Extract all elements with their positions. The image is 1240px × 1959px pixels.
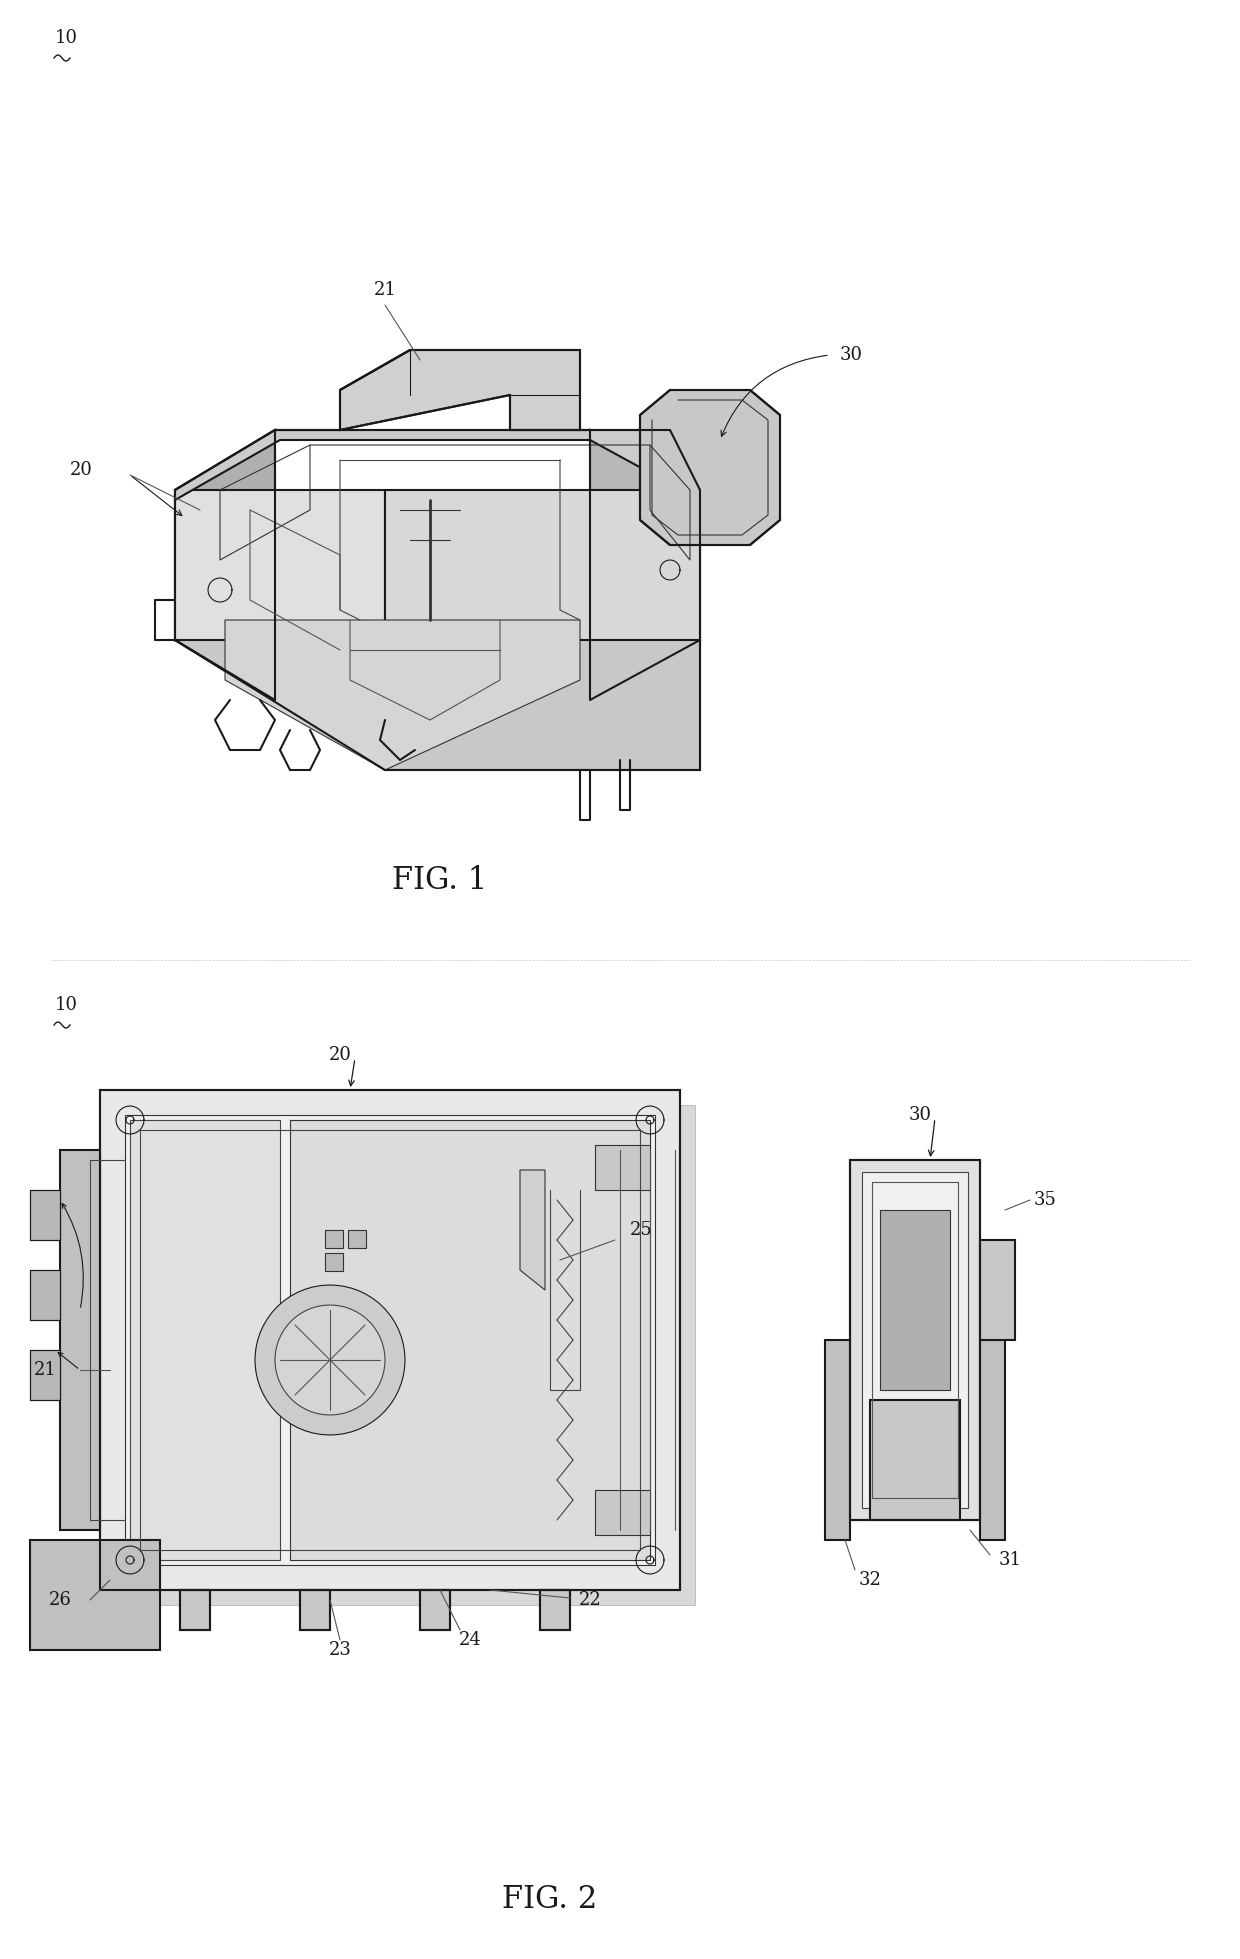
Polygon shape	[30, 1189, 60, 1240]
Polygon shape	[590, 429, 701, 641]
Text: FIG. 2: FIG. 2	[502, 1885, 598, 1916]
Text: 21: 21	[33, 1362, 57, 1379]
Text: 32: 32	[858, 1571, 882, 1589]
Polygon shape	[175, 580, 701, 770]
Polygon shape	[275, 1305, 384, 1414]
Polygon shape	[384, 490, 701, 641]
Polygon shape	[180, 1591, 210, 1630]
Text: FIG. 1: FIG. 1	[392, 864, 487, 895]
Polygon shape	[30, 1540, 160, 1649]
Text: 35: 35	[1034, 1191, 1056, 1209]
Text: 23: 23	[329, 1642, 351, 1659]
Polygon shape	[30, 1269, 60, 1320]
Polygon shape	[340, 351, 580, 429]
Polygon shape	[130, 1121, 280, 1559]
Polygon shape	[175, 490, 384, 641]
Polygon shape	[849, 1160, 980, 1520]
Polygon shape	[30, 1350, 60, 1401]
Polygon shape	[870, 1401, 960, 1520]
Polygon shape	[595, 1144, 650, 1189]
Polygon shape	[325, 1230, 343, 1248]
Polygon shape	[300, 1591, 330, 1630]
Text: 26: 26	[48, 1591, 72, 1608]
Polygon shape	[115, 1105, 694, 1604]
Polygon shape	[348, 1230, 366, 1248]
Text: 20: 20	[329, 1046, 351, 1064]
Text: 30: 30	[909, 1107, 931, 1124]
Polygon shape	[100, 1089, 680, 1591]
Polygon shape	[175, 429, 701, 500]
Text: 24: 24	[459, 1632, 481, 1649]
Polygon shape	[862, 1171, 968, 1508]
Polygon shape	[595, 1491, 650, 1536]
Polygon shape	[125, 1115, 655, 1565]
Text: 30: 30	[839, 347, 863, 364]
Text: 10: 10	[55, 995, 78, 1015]
Polygon shape	[255, 1285, 405, 1436]
Polygon shape	[175, 429, 275, 641]
Polygon shape	[825, 1340, 849, 1540]
Polygon shape	[880, 1211, 950, 1391]
Polygon shape	[640, 390, 780, 545]
Polygon shape	[980, 1240, 1016, 1340]
Text: 10: 10	[55, 29, 78, 47]
Polygon shape	[980, 1340, 1004, 1540]
Polygon shape	[325, 1254, 343, 1271]
Polygon shape	[539, 1591, 570, 1630]
Text: 21: 21	[373, 280, 397, 300]
Polygon shape	[224, 619, 580, 770]
Text: 20: 20	[69, 460, 93, 480]
Text: 22: 22	[579, 1591, 601, 1608]
Polygon shape	[520, 1170, 546, 1289]
Polygon shape	[420, 1591, 450, 1630]
Text: 31: 31	[998, 1552, 1022, 1569]
Polygon shape	[290, 1121, 650, 1559]
Polygon shape	[60, 1150, 100, 1530]
Text: 25: 25	[630, 1220, 652, 1238]
